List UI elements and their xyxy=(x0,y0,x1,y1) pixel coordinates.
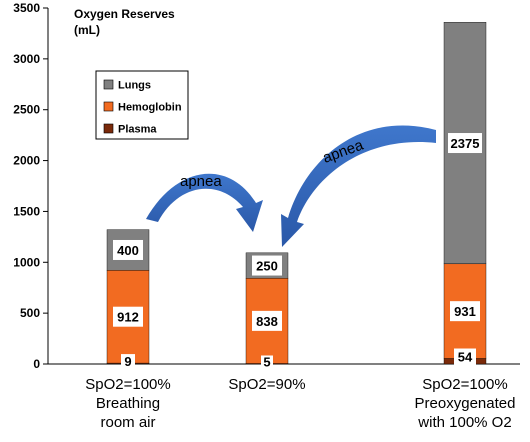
data-label: 400 xyxy=(117,243,139,258)
data-label-box xyxy=(252,310,282,331)
category-label: SpO2=100% xyxy=(422,376,507,393)
legend-swatch-plasma xyxy=(103,123,114,134)
y-axis: 0 500 1000 1500 2000 2500 3000 3500 xyxy=(13,1,520,371)
data-label: 912 xyxy=(117,310,139,325)
data-label-box xyxy=(113,306,143,327)
category-label: with 100% O2 xyxy=(417,414,511,431)
chart-title: Oxygen Reserves xyxy=(74,7,175,21)
data-label: 5 xyxy=(263,354,270,369)
chart-title-unit: (mL) xyxy=(74,23,100,37)
data-label-box xyxy=(454,348,476,365)
data-labels: 9 912 400 5 838 250 54 931 2375 xyxy=(113,133,482,369)
data-label-box xyxy=(448,133,482,154)
category-label: room air xyxy=(100,414,155,431)
category-labels: SpO2=100% Breathing room air SpO2=90% SpO2=1… xyxy=(85,376,515,431)
y-tick-label: 3000 xyxy=(13,52,40,66)
apnea-arrow-left-icon xyxy=(146,173,263,232)
apnea-annotation-left: apnea xyxy=(180,173,222,190)
data-label-box xyxy=(113,239,143,260)
category-label: Breathing xyxy=(96,395,160,412)
y-tick-label: 500 xyxy=(20,306,40,320)
data-label-box xyxy=(450,301,480,322)
y-tick-label: 2500 xyxy=(13,103,40,117)
legend: Lungs Hemoglobin Plasma xyxy=(95,70,189,140)
category-label: SpO2=100% xyxy=(85,376,170,393)
y-tick-label: 1500 xyxy=(13,204,40,218)
legend-label-hemoglobin: Hemoglobin xyxy=(118,102,182,114)
data-label-box xyxy=(261,355,273,368)
data-label: 54 xyxy=(458,350,473,365)
data-label: 250 xyxy=(256,259,278,274)
category-label: Preoxygenated xyxy=(415,395,516,412)
data-label-box xyxy=(252,255,282,276)
data-label: 931 xyxy=(454,304,476,319)
y-tick-label: 0 xyxy=(33,357,40,371)
apnea-arrow-right-icon xyxy=(281,125,436,247)
legend-swatch-lungs xyxy=(103,79,114,90)
legend-swatch-hemoglobin xyxy=(103,101,114,112)
data-label: 9 xyxy=(124,354,131,369)
data-label-box xyxy=(121,354,135,369)
legend-label-plasma: Plasma xyxy=(118,124,157,136)
y-tick-label: 2000 xyxy=(13,154,40,168)
legend-label-lungs: Lungs xyxy=(118,80,151,92)
category-label: SpO2=90% xyxy=(228,376,305,393)
data-label: 838 xyxy=(256,314,278,329)
data-label: 2375 xyxy=(451,136,480,151)
y-tick-label: 3500 xyxy=(13,1,40,15)
y-tick-label: 1000 xyxy=(13,255,40,269)
